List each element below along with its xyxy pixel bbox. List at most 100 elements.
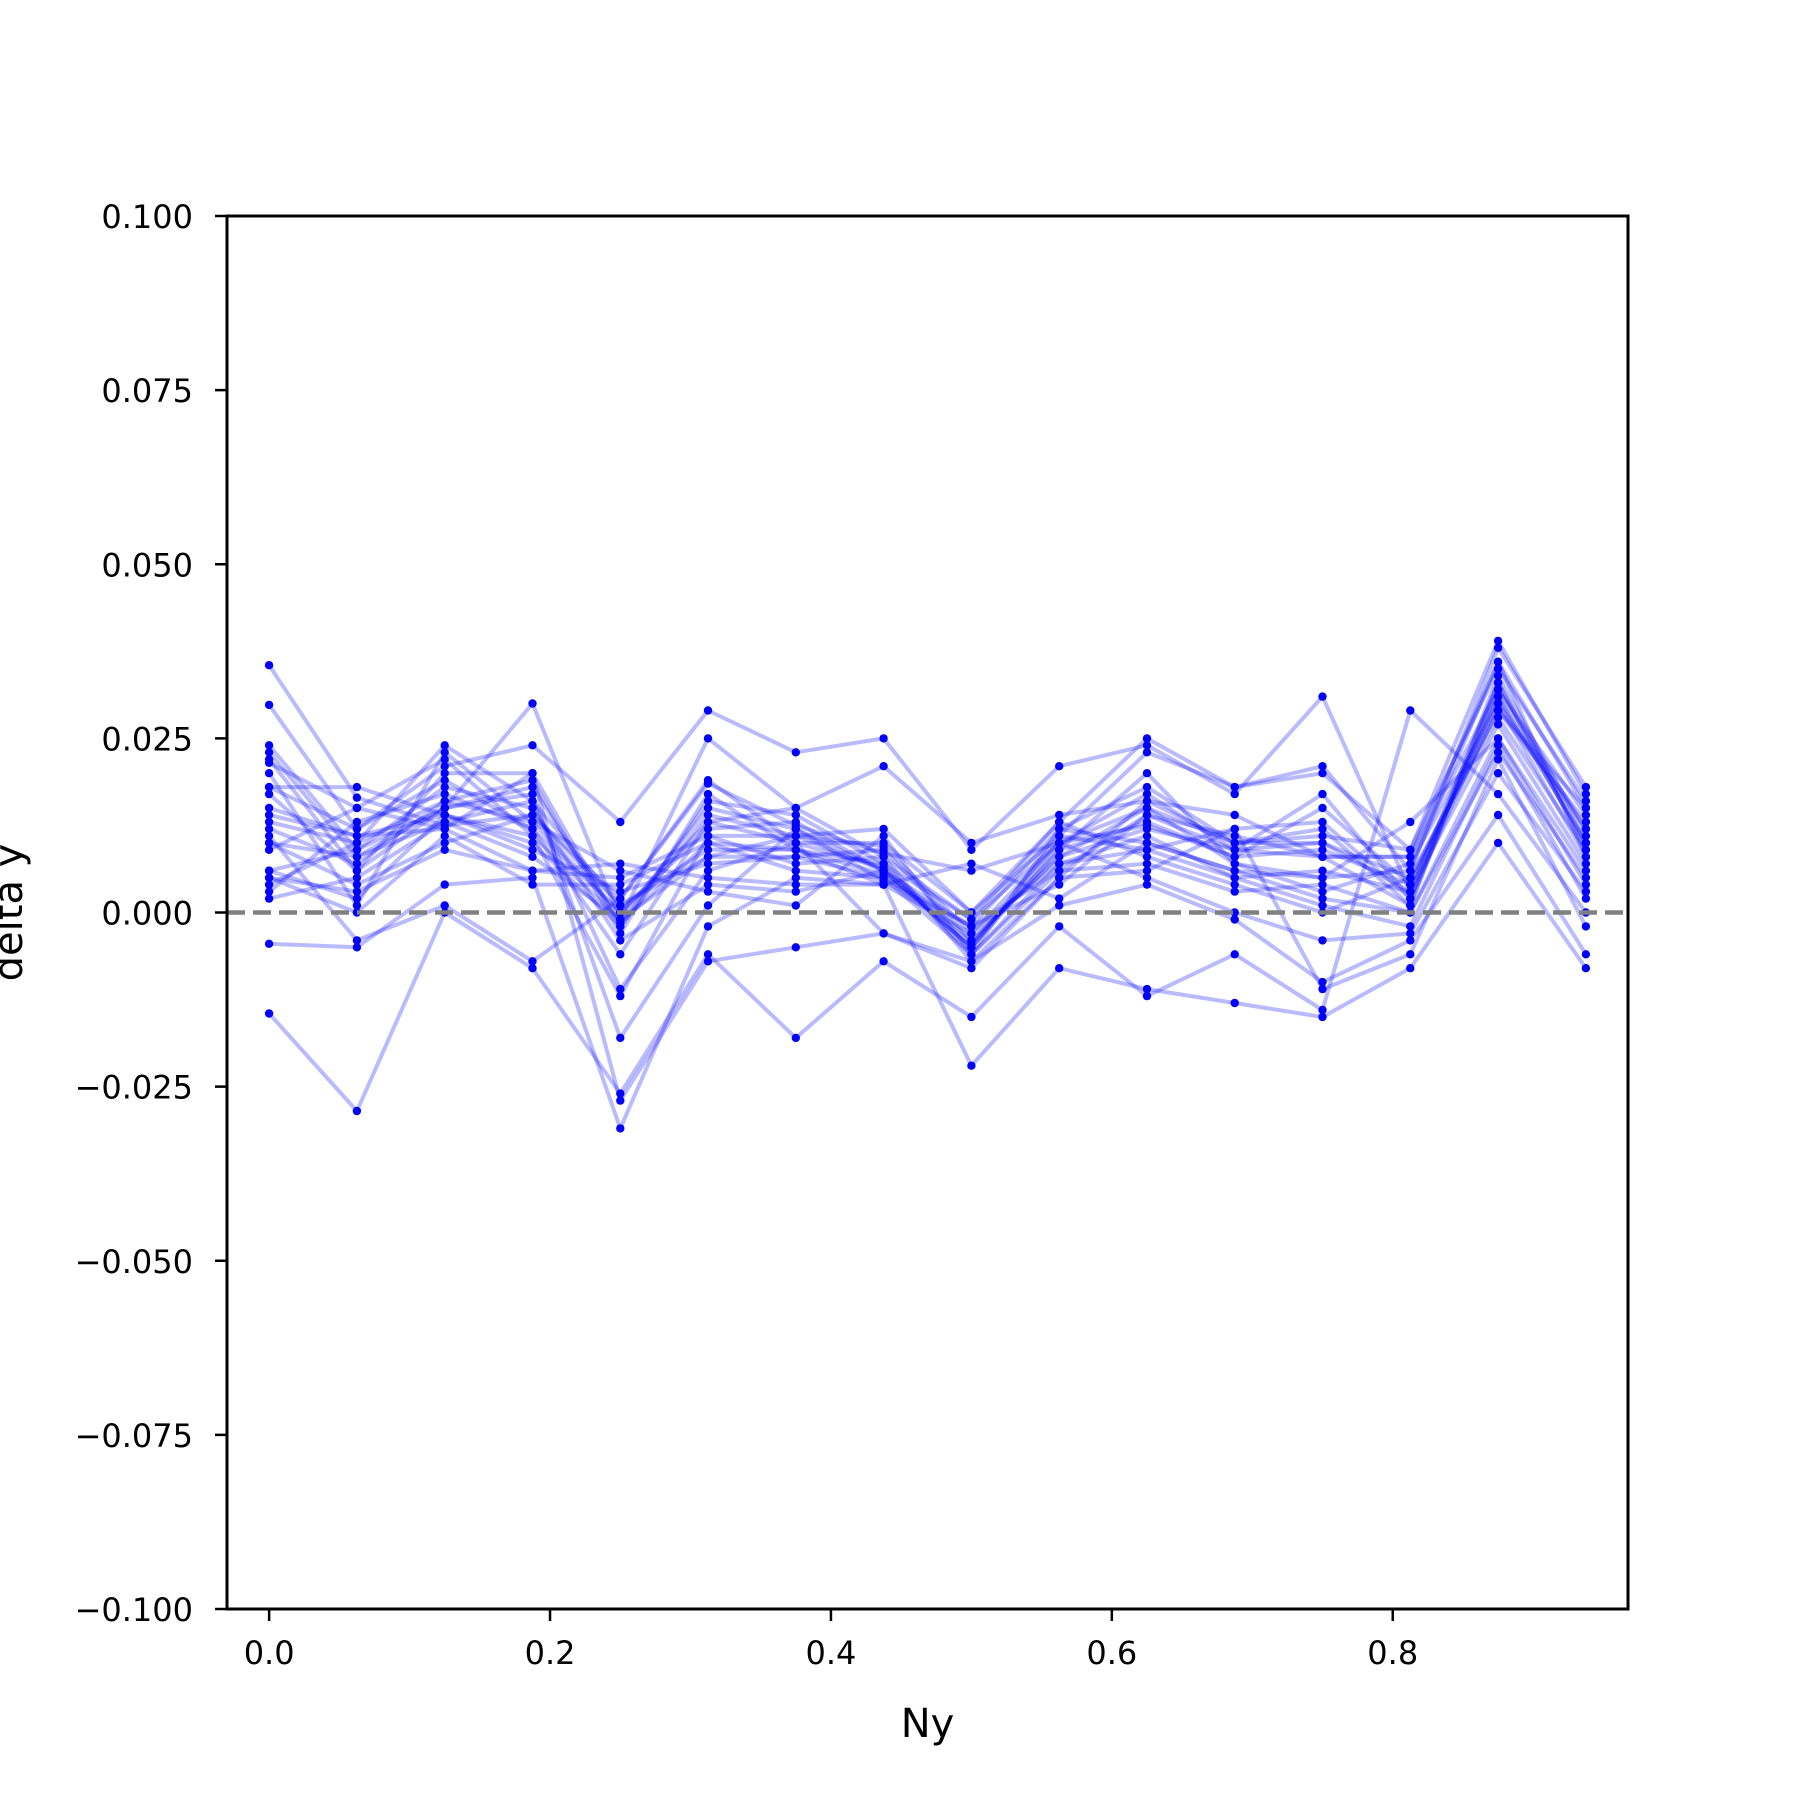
data-point <box>1142 824 1152 834</box>
series-line <box>268 673 1588 964</box>
data-point <box>264 824 274 834</box>
series-line <box>267 680 1588 957</box>
series-line <box>267 743 1588 957</box>
data-point <box>1230 838 1239 848</box>
data-point <box>1493 741 1503 750</box>
data-point <box>1055 922 1064 931</box>
data-point <box>1318 692 1327 701</box>
data-point <box>703 838 713 848</box>
series-line <box>267 659 1588 950</box>
data-point <box>440 831 449 841</box>
data-point <box>1581 810 1591 820</box>
data-point <box>1055 852 1064 861</box>
data-point <box>1230 880 1239 889</box>
data-point <box>703 873 713 882</box>
data-point <box>616 915 625 924</box>
y-tick-label: 0.000 <box>101 895 193 933</box>
data-point <box>703 776 713 785</box>
data-point <box>967 838 976 848</box>
data-point <box>1142 991 1152 1001</box>
series-line <box>269 687 1588 957</box>
data-point <box>528 741 537 750</box>
data-point <box>352 936 362 945</box>
data-point <box>1493 748 1503 757</box>
data-point <box>967 964 976 973</box>
data-point <box>703 845 713 854</box>
data-point <box>440 803 449 813</box>
data-point <box>264 769 274 778</box>
data-point <box>352 894 362 903</box>
series-line <box>267 701 1588 936</box>
data-point <box>528 831 537 841</box>
data-point <box>1406 859 1415 868</box>
data-point <box>352 866 362 875</box>
data-point <box>440 776 449 785</box>
data-point <box>1230 782 1239 792</box>
x-axis-label: Ny <box>901 1701 955 1747</box>
data-point <box>616 1096 625 1105</box>
data-point <box>352 824 362 834</box>
data-point <box>1230 789 1239 799</box>
data-point <box>352 845 362 854</box>
data-point <box>352 817 362 827</box>
data-point <box>1406 894 1415 903</box>
data-point <box>528 957 537 966</box>
data-point <box>616 929 625 938</box>
data-point <box>967 866 976 875</box>
data-point <box>264 817 274 827</box>
data-point <box>703 866 713 875</box>
data-point <box>703 831 713 841</box>
data-point <box>352 793 362 802</box>
data-point <box>440 769 449 778</box>
data-point <box>1581 866 1591 875</box>
y-tick-label: −0.050 <box>75 1243 193 1281</box>
data-point <box>1318 894 1327 903</box>
data-point <box>1142 984 1152 994</box>
data-point <box>616 817 625 827</box>
data-point <box>1142 866 1152 875</box>
data-point <box>879 838 888 848</box>
data-point <box>352 943 362 952</box>
data-point <box>1581 782 1591 792</box>
data-point <box>1406 845 1415 854</box>
data-point <box>1055 880 1064 889</box>
data-point <box>791 817 800 827</box>
data-point <box>264 887 274 896</box>
data-point <box>1493 734 1503 743</box>
data-point <box>1230 845 1239 854</box>
data-point <box>703 880 713 889</box>
data-point <box>1493 755 1503 764</box>
data-point <box>1318 824 1327 834</box>
data-point <box>703 922 713 931</box>
data-point <box>264 661 274 670</box>
data-point <box>440 810 449 820</box>
data-point <box>967 922 976 931</box>
series-line <box>268 638 1588 999</box>
data-point <box>1581 845 1591 854</box>
data-point <box>528 769 537 778</box>
data-point <box>703 706 713 715</box>
data-point <box>440 789 449 799</box>
data-point <box>1318 901 1327 910</box>
data-point <box>703 810 713 820</box>
data-point <box>1581 831 1591 841</box>
data-point <box>440 748 449 757</box>
data-point <box>528 817 537 827</box>
data-point <box>703 796 713 806</box>
data-point <box>1055 810 1064 820</box>
data-point <box>1493 692 1503 701</box>
data-point <box>1406 922 1415 931</box>
data-point <box>1581 922 1591 931</box>
series-line <box>268 680 1588 1040</box>
x-tick-label: 0.6 <box>1086 1634 1137 1672</box>
data-point <box>1493 643 1503 652</box>
data-point <box>879 859 888 868</box>
data-point <box>1581 838 1591 848</box>
data-point <box>352 782 362 792</box>
series-line <box>268 722 1588 936</box>
data-point <box>967 936 976 945</box>
data-point <box>703 789 713 799</box>
data-point <box>264 838 274 848</box>
data-point <box>791 859 800 868</box>
